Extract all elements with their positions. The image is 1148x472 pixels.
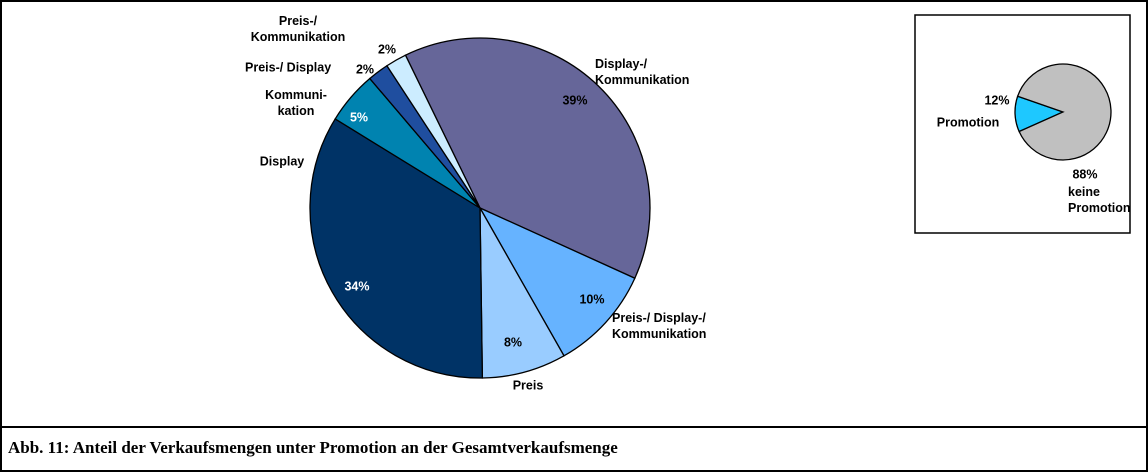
slice-label: Kommuni-kation	[265, 88, 327, 118]
slice-label: Display-/Kommunikation	[595, 57, 689, 87]
value-label: 34%	[344, 279, 369, 293]
slice-label: Preis-/ Display-/Kommunikation	[612, 311, 706, 341]
pie-slice	[478, 206, 636, 357]
pie-slice	[386, 54, 481, 209]
value-label: 39%	[562, 93, 587, 107]
slice-label: keine Promotion	[1068, 185, 1131, 215]
slice-label: Display	[260, 154, 305, 168]
slice-label: Preis-/Kommunikation	[251, 14, 345, 44]
slice-label: Preis	[513, 378, 544, 392]
slice-label: Promotion	[937, 115, 1000, 129]
pie-slice	[404, 37, 651, 280]
value-label: 2%	[356, 62, 374, 76]
value-label: 88%	[1072, 167, 1097, 181]
value-label: 10%	[579, 292, 604, 306]
value-label: 2%	[378, 42, 396, 56]
caption: Abb. 11: Anteil der Verkaufsmengen unter…	[8, 438, 618, 457]
value-label: 5%	[350, 110, 368, 124]
value-label: 12%	[984, 93, 1009, 107]
value-label: 8%	[504, 335, 522, 349]
slice-label: Preis-/ Display	[245, 60, 331, 74]
pie-slice	[1016, 63, 1112, 161]
